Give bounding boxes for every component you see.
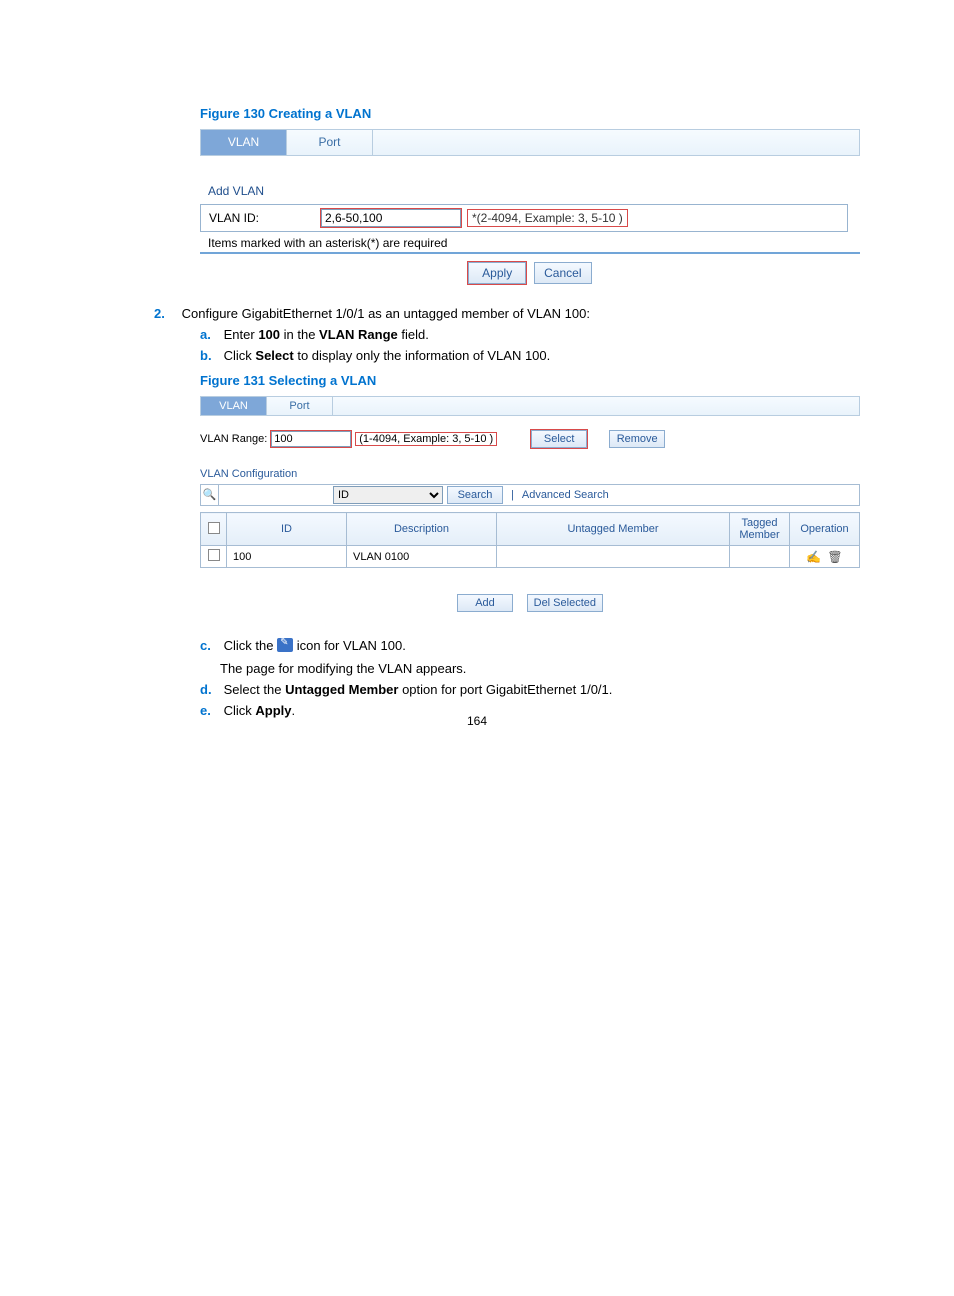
vlan-table: ID Description Untagged Member Tagged Me… (200, 512, 860, 568)
asterisk-note: Items marked with an asterisk(*) are req… (208, 236, 860, 250)
edit-icon[interactable]: ✍ (806, 550, 821, 564)
remove-button[interactable]: Remove (609, 430, 665, 448)
search-field-select[interactable]: ID (333, 486, 443, 504)
col-checkbox[interactable] (201, 513, 227, 546)
cell-desc: VLAN 0100 (347, 546, 497, 568)
step-text: Configure GigabitEthernet 1/0/1 as an un… (182, 306, 590, 321)
tab-port[interactable]: Port (287, 130, 373, 155)
cancel-button[interactable]: Cancel (534, 262, 592, 284)
substep-letter: a. (200, 327, 220, 342)
divider (200, 252, 860, 254)
vlan-id-label: VLAN ID: (201, 211, 321, 225)
figure-131-title: Figure 131 Selecting a VLAN (200, 373, 864, 388)
col-untagged[interactable]: Untagged Member (497, 513, 730, 546)
col-tagged[interactable]: Tagged Member (730, 513, 790, 546)
edit-icon (277, 638, 293, 652)
tab-vlan[interactable]: VLAN (201, 397, 267, 415)
substep-b: b. Click Select to display only the info… (200, 348, 864, 363)
substep-d: d. Select the Untagged Member option for… (200, 682, 864, 697)
select-button[interactable]: Select (531, 430, 587, 448)
delete-icon[interactable]: 🗑 (827, 550, 842, 564)
substep-letter: b. (200, 348, 220, 363)
col-operation[interactable]: Operation (790, 513, 860, 546)
apply-button[interactable]: Apply (468, 262, 526, 284)
tab-bar: VLAN Port (200, 396, 860, 416)
figure-131: VLAN Port VLAN Range: (1-4094, Example: … (200, 396, 860, 612)
vlan-range-hint: (1-4094, Example: 3, 5-10 ) (355, 432, 497, 446)
cell-operation: ✍ 🗑 (790, 546, 860, 568)
cell-untagged (497, 546, 730, 568)
vlan-range-row: VLAN Range: (1-4094, Example: 3, 5-10 ) … (200, 430, 860, 448)
cell-id: 100 (227, 546, 347, 568)
tab-vlan[interactable]: VLAN (201, 130, 287, 155)
search-row: 🔍 ID Search | Advanced Search (200, 484, 860, 506)
tab-port[interactable]: Port (267, 397, 333, 415)
add-button[interactable]: Add (457, 594, 513, 612)
search-button[interactable]: Search (447, 486, 503, 504)
substep-c-note: The page for modifying the VLAN appears. (220, 661, 864, 676)
figure-130: VLAN Port Add VLAN VLAN ID: *(2-4094, Ex… (200, 129, 860, 284)
advanced-search-link[interactable]: Advanced Search (522, 489, 609, 501)
substep-letter: c. (200, 638, 220, 653)
vlan-id-row: VLAN ID: *(2-4094, Example: 3, 5-10 ) (200, 204, 848, 232)
search-icon: 🔍 (201, 485, 219, 505)
tab-bar: VLAN Port (200, 129, 860, 156)
add-vlan-heading: Add VLAN (208, 184, 860, 198)
col-id[interactable]: ID (227, 513, 347, 546)
cell-tagged (730, 546, 790, 568)
page-number: 164 (0, 714, 954, 728)
substep-a: a. Enter 100 in the VLAN Range field. (200, 327, 864, 342)
figure-130-title: Figure 130 Creating a VLAN (200, 106, 864, 121)
step-number: 2. (154, 306, 178, 321)
substep-letter: d. (200, 682, 220, 697)
vlan-config-heading: VLAN Configuration (200, 468, 860, 480)
vlan-id-hint: *(2-4094, Example: 3, 5-10 ) (467, 209, 628, 227)
table-row: 100 VLAN 0100 ✍ 🗑 (201, 546, 860, 568)
substep-c: c. Click the icon for VLAN 100. (200, 638, 864, 653)
vlan-range-input[interactable] (271, 431, 351, 447)
vlan-range-label: VLAN Range: (200, 433, 267, 445)
checkbox-icon[interactable] (208, 522, 220, 534)
vlan-id-input[interactable] (321, 209, 461, 227)
del-selected-button[interactable]: Del Selected (527, 594, 603, 612)
row-checkbox[interactable] (208, 549, 220, 561)
col-description[interactable]: Description (347, 513, 497, 546)
step-2: 2. Configure GigabitEthernet 1/0/1 as an… (154, 306, 864, 321)
